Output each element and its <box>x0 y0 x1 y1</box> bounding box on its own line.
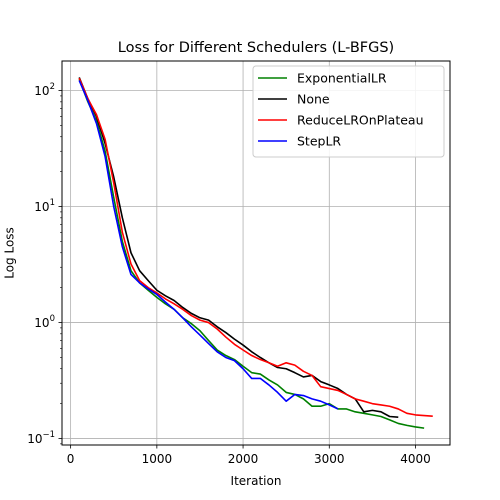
series-layer <box>78 77 433 429</box>
series-line-exponentiallr <box>78 79 425 429</box>
x-tick-label: 4000 <box>400 452 431 466</box>
x-tick-label: 3000 <box>314 452 345 466</box>
series-line-steplr <box>78 80 339 410</box>
x-tick-label: 2000 <box>228 452 259 466</box>
legend-label: None <box>297 92 330 107</box>
x-axis-title: Iteration <box>231 474 282 488</box>
x-tick-label: 1000 <box>142 452 173 466</box>
y-tick-label: 102 <box>34 82 55 98</box>
series-line-reducelronplateau <box>78 77 433 417</box>
legend-label: StepLR <box>297 134 341 149</box>
legend-label: ExponentialLR <box>297 71 387 86</box>
y-tick-label: 100 <box>34 314 55 330</box>
ticks: 0 1000 2000 3000 4000 10−1 100 101 102 <box>27 82 431 466</box>
chart-title: Loss for Different Schedulers (L-BFGS) <box>118 40 394 56</box>
y-axis-title: Log Loss <box>3 227 17 279</box>
y-tick-label: 10−1 <box>27 430 55 446</box>
legend: ExponentialLR None ReduceLROnPlateau StepLR <box>252 65 445 158</box>
x-tick-label: 0 <box>67 452 75 466</box>
y-tick-label: 101 <box>34 198 55 214</box>
legend-box <box>252 65 445 158</box>
legend-label: ReduceLROnPlateau <box>297 113 424 128</box>
